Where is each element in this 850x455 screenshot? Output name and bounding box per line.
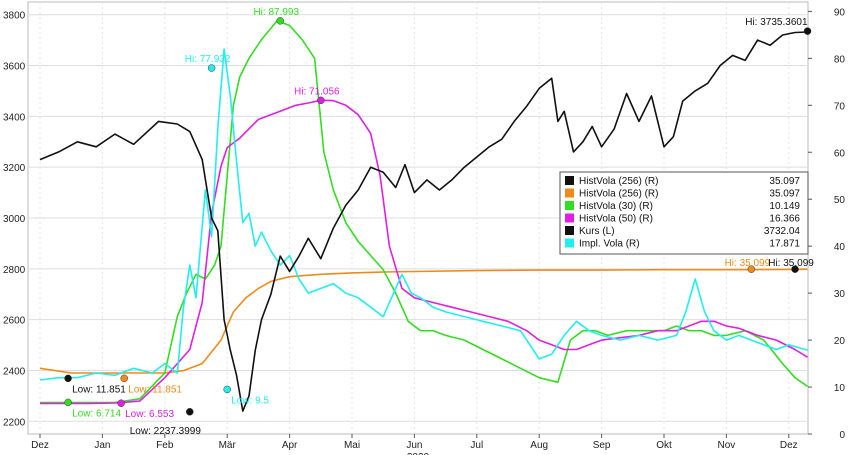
x-tick-label: Dez [31, 440, 49, 451]
legend-label: HistVola (256) (R) [579, 176, 658, 187]
legend-box [559, 171, 809, 255]
legend-swatch [565, 238, 574, 248]
y-right-tick-label: 0 [839, 430, 845, 441]
y-right-tick-label: 30 [834, 289, 846, 300]
y-right-tick-label: 20 [834, 336, 846, 347]
annotation-marker [276, 17, 284, 25]
legend-value: 16.366 [769, 214, 800, 225]
x-tick-label: Jul [470, 440, 483, 451]
annotation-marker [791, 265, 799, 273]
legend-swatch [565, 201, 574, 210]
annotation-marker [120, 374, 128, 383]
y-left-tick-label: 2400 [3, 366, 26, 377]
y-right-tick-label: 50 [834, 195, 846, 206]
x-tick-label: Sep [593, 440, 611, 451]
y-right-tick-label: 40 [834, 242, 846, 253]
legend-swatch [565, 213, 574, 223]
y-left-tick-label: 2600 [3, 316, 26, 327]
annotation-label: Low: 6.553 [125, 409, 174, 420]
annotation-label: Hi: 35.099 [768, 258, 814, 269]
annotation-label: Low: 9.5 [231, 395, 269, 406]
annotation-marker [117, 399, 125, 407]
series-line-1 [39, 268, 808, 374]
annotation-marker [64, 398, 72, 407]
x-axis-footer: 2020 [407, 452, 430, 455]
legend-label: Impl. Vola (R) [579, 239, 640, 250]
legend-value: 17.871 [769, 239, 800, 250]
legend-swatch [565, 226, 574, 235]
x-tick-label: Nov [718, 440, 736, 451]
axes: 2200 2400 2600 2800 3000 3200 3400 3600 3800 0 10 2… [3, 7, 845, 451]
legend-label: HistVola (256) (R) [579, 189, 658, 200]
annotation-marker [803, 27, 812, 35]
legend-label: Kurs (L) [579, 226, 615, 237]
annotation-label: Hi: 77.932 [185, 54, 231, 65]
y-right-tick-label: 90 [834, 7, 846, 18]
y-left-tick-label: 3000 [3, 214, 26, 225]
x-tick-label: Feb [156, 440, 174, 451]
x-tick-label: Jan [94, 440, 110, 451]
y-right-tick-label: 10 [834, 383, 846, 394]
y-left-tick-label: 3600 [3, 62, 26, 73]
legend-value: 35.097 [769, 176, 800, 187]
legend-label: HistVola (50) (R) [579, 214, 653, 225]
annotation-marker [207, 64, 216, 72]
annotation-marker [747, 265, 756, 273]
y-left-tick-label: 3800 [3, 11, 26, 22]
annotation-marker [317, 96, 325, 105]
x-tick-label: Mai [344, 440, 360, 451]
annotation-label: Hi: 3735.3601 [745, 17, 808, 28]
y-left-tick-label: 2200 [3, 417, 26, 428]
legend-value: 10.149 [769, 201, 800, 212]
annotation-label: Low: 2237.3999 [130, 426, 202, 437]
x-tick-label: Jun [406, 440, 422, 451]
annotation-label: Hi: 71.056 [294, 86, 340, 97]
legend-value: 35.097 [769, 189, 800, 200]
annotation-label: Hi: 87.993 [253, 7, 299, 18]
annotations: Hi: 3735.3601 Hi: 87.993 Hi: 71.056 Hi: 77.… [64, 7, 814, 437]
annotation-label: Low: 11.851 [72, 384, 126, 395]
x-tick-label: Dez [780, 440, 798, 451]
annotation-label: Hi: 35.099 [725, 258, 771, 269]
x-tick-label: Okt [656, 440, 672, 451]
annotation-marker [186, 408, 194, 416]
legend-swatch [565, 176, 574, 185]
y-left-tick-label: 3400 [3, 112, 26, 123]
y-left-tick-label: 2800 [3, 265, 26, 276]
legend-value: 3732.04 [764, 226, 801, 237]
y-right-tick-label: 80 [834, 54, 846, 65]
legend-swatch [565, 188, 574, 198]
series-line-0 [39, 31, 808, 412]
x-tick-label: Mär [219, 440, 237, 451]
series-line-4 [39, 48, 808, 381]
y-right-tick-label: 70 [834, 101, 846, 112]
legend-label: HistVola (30) (R) [579, 201, 653, 212]
x-tick-label: Aug [530, 440, 548, 451]
legend: HistVola (256) (R) 35.097 HistVola (256) (… [559, 171, 809, 255]
y-right-tick-label: 60 [834, 148, 846, 159]
annotation-marker [64, 374, 72, 383]
annotation-label: Low: 6.714 [72, 408, 121, 419]
annotation-label: Low: 11.851 [128, 384, 182, 395]
x-tick-label: Apr [282, 440, 298, 451]
series-layer [39, 19, 808, 412]
y-left-tick-label: 3200 [3, 163, 26, 174]
annotation-marker [223, 385, 231, 394]
